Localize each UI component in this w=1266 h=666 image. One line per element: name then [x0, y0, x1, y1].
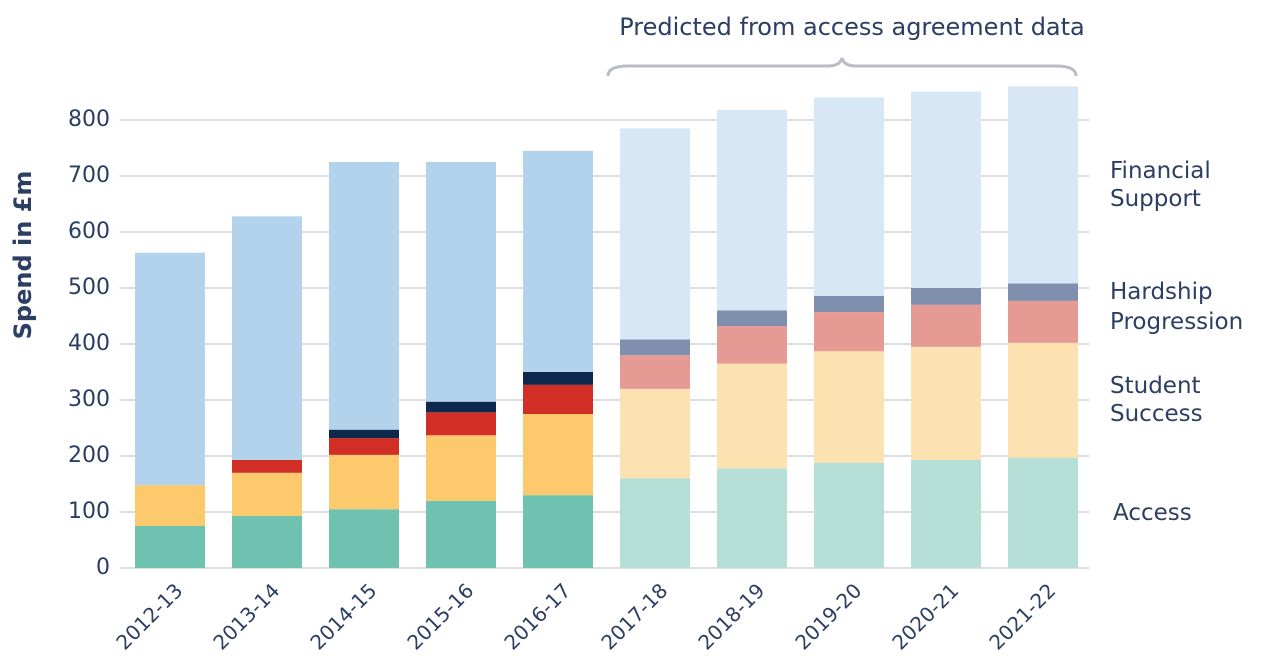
bar-segment: [232, 472, 302, 516]
x-tick-label: 2013-14: [208, 578, 284, 654]
bar-segment: [329, 454, 399, 510]
bar-segment: [717, 326, 787, 364]
bar-segment: [523, 495, 593, 568]
x-tick-label: 2012-13: [111, 578, 187, 654]
bar-segment: [329, 162, 399, 430]
bar-segment: [814, 351, 884, 463]
bar-segment: [523, 372, 593, 385]
x-tick-label: 2016-17: [499, 578, 575, 654]
x-tick-label: 2020-21: [887, 578, 963, 654]
bar-segment: [135, 485, 205, 526]
bar-segment: [911, 304, 981, 347]
bar-segment: [135, 252, 205, 486]
y-tick-label: 600: [68, 219, 110, 244]
legend-label: Access: [1113, 499, 1192, 526]
bar-segment: [620, 128, 690, 340]
legend-label: Hardship: [1110, 279, 1213, 306]
annotation-brace: [606, 57, 1078, 77]
legend-label: Student Success: [1110, 373, 1203, 428]
annotation: Predicted from access agreement data: [619, 13, 1085, 41]
bar-segment: [329, 509, 399, 568]
bar-segment: [426, 435, 496, 501]
bar-segment: [620, 388, 690, 479]
y-tick-label: 400: [68, 331, 110, 356]
bar-segment: [523, 150, 593, 372]
bar-segment: [620, 478, 690, 568]
y-tick-label: 500: [68, 275, 110, 300]
x-tick-label: 2019-20: [790, 578, 866, 654]
x-tick-label: 2021-22: [984, 578, 1060, 654]
bar-segment: [717, 109, 787, 311]
y-tick-label: 800: [68, 107, 110, 132]
bar-segment: [814, 97, 884, 296]
bar-segment: [232, 216, 302, 460]
bar-segment: [426, 500, 496, 568]
x-tick-label: 2015-16: [402, 578, 478, 654]
bar-segment: [135, 526, 205, 568]
bar-segment: [1008, 300, 1078, 343]
bar-segment: [1008, 86, 1078, 284]
legend-label: Progression: [1110, 308, 1244, 335]
bar-segment: [329, 438, 399, 455]
x-tick-label: 2017-18: [596, 578, 672, 654]
bar-segment: [911, 459, 981, 568]
y-tick-label: 100: [68, 499, 110, 524]
bar-segment: [329, 429, 399, 439]
bar-segment: [911, 288, 981, 305]
y-tick-label: 200: [68, 443, 110, 468]
bar-segment: [426, 412, 496, 436]
bar-segment: [620, 339, 690, 356]
x-tick-label: 2014-15: [305, 578, 381, 654]
bar-segment: [232, 515, 302, 568]
bar-segment: [426, 162, 496, 402]
bar-segment: [911, 91, 981, 288]
bar-segment: [1008, 283, 1078, 301]
bar-segment: [814, 462, 884, 568]
y-tick-label: 300: [68, 387, 110, 412]
bar-segment: [911, 346, 981, 460]
bar-segment: [1008, 342, 1078, 458]
x-tick-label: 2018-19: [693, 578, 769, 654]
y-tick-label: 700: [68, 163, 110, 188]
bar-segment: [814, 312, 884, 352]
y-tick-label: 0: [96, 555, 110, 580]
bar-segment: [717, 363, 787, 469]
bar-segment: [426, 401, 496, 413]
bar-segment: [523, 414, 593, 496]
bar-segment: [717, 310, 787, 327]
bar-segment: [620, 355, 690, 389]
bar-segment: [717, 468, 787, 568]
legend-label: Financial Support: [1110, 157, 1211, 212]
y-axis-label: Spend in £m: [9, 171, 37, 340]
bar-segment: [814, 295, 884, 313]
bar-segment: [232, 459, 302, 473]
bar-segment: [523, 384, 593, 414]
bar-segment: [1008, 457, 1078, 568]
